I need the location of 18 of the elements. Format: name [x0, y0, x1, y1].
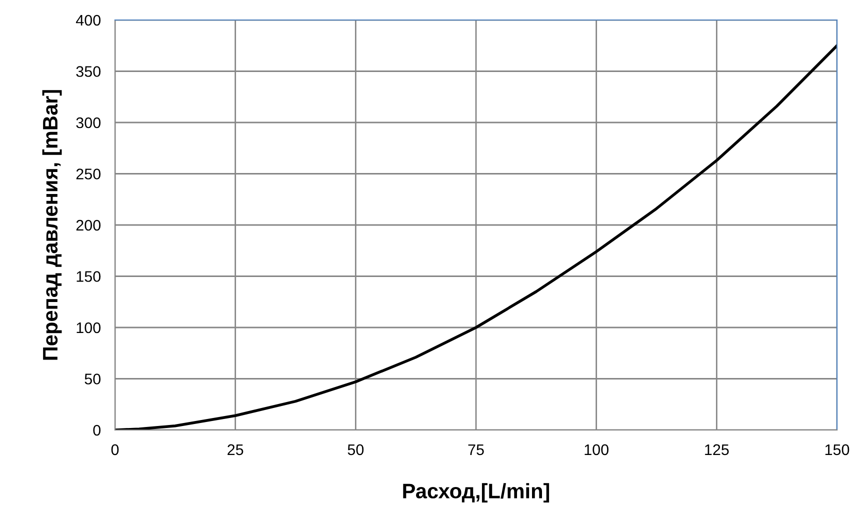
y-tick-label: 250: [76, 168, 101, 180]
x-axis-title: Расход,[L/min]: [403, 483, 550, 503]
x-tick-label: 100: [584, 444, 608, 456]
x-tick-label: 0: [111, 444, 119, 456]
y-axis-title: Перепад давления, [mBar]: [42, 90, 62, 360]
y-tick-label: 400: [76, 14, 101, 26]
x-tick-label: 125: [705, 444, 729, 456]
y-tick-label: 150: [76, 271, 101, 282]
x-tick-label: 75: [468, 444, 484, 456]
y-tick-label: 50: [84, 374, 101, 384]
x-tick-label: 50: [348, 444, 364, 456]
x-tick-label: 25: [228, 444, 244, 456]
y-tick-label: 100: [76, 322, 101, 334]
x-tick-label: 150: [825, 444, 850, 456]
y-tick-label: 0: [93, 424, 101, 436]
y-tick-label: 350: [76, 66, 101, 77]
y-tick-label: 200: [76, 220, 101, 231]
y-tick-label: 300: [76, 117, 101, 128]
